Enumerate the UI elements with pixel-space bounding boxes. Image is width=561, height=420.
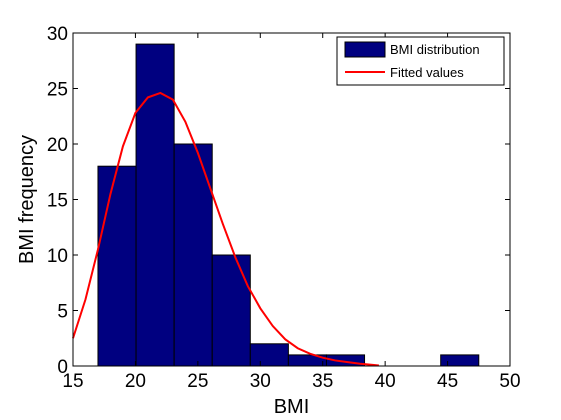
y-tick-label: 30: [47, 24, 68, 45]
y-tick-label: 20: [47, 135, 68, 156]
x-axis-title: BMI: [274, 396, 310, 418]
x-tick-label: 45: [437, 371, 458, 392]
legend-swatch-bmi-distribution: [344, 41, 386, 58]
histogram-bar-1: [97, 165, 137, 367]
x-tick-label: 50: [499, 371, 520, 392]
y-tick-label: 0: [57, 357, 68, 378]
y-tick-label: 10: [47, 246, 68, 267]
fitted-values-line: [72, 91, 379, 367]
legend-label-fitted-values: Fitted values: [390, 65, 464, 80]
histogram-bar-10: [440, 354, 480, 367]
legend: BMI distribution Fitted values: [336, 36, 505, 86]
x-tick-label: 25: [187, 371, 208, 392]
x-tick-label: 20: [125, 371, 146, 392]
x-tick-label: 15: [62, 371, 83, 392]
y-tick-label: 5: [57, 302, 68, 323]
y-axis-title: BMI frequency: [16, 135, 38, 264]
histogram-bar-4: [211, 254, 251, 367]
histogram-bar-2: [135, 43, 175, 367]
fitted-line-layer: [72, 91, 379, 367]
x-tick-label: 40: [375, 371, 396, 392]
y-tick-label: 25: [47, 80, 68, 101]
histogram-bar-5: [249, 343, 289, 367]
legend-label-bmi-distribution: BMI distribution: [390, 42, 480, 57]
ticks-layer: 15 20 25 30 35 40 45 50 0 5 10 15 20 25 30: [47, 24, 521, 392]
x-tick-label: 35: [312, 371, 333, 392]
x-tick-label: 30: [250, 371, 271, 392]
y-tick-label: 15: [47, 191, 68, 212]
